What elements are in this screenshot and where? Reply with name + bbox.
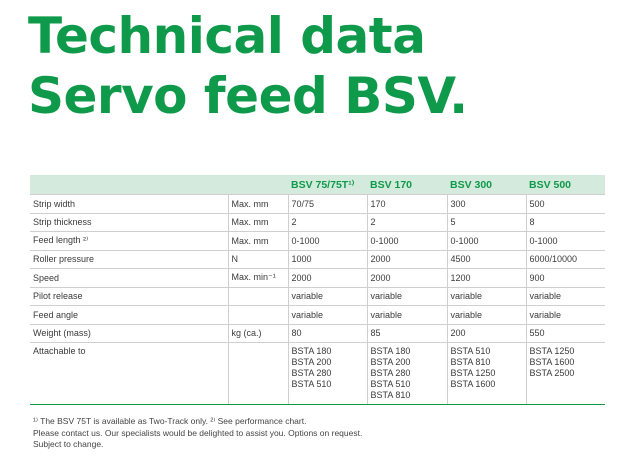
value-cell: 900 xyxy=(526,268,605,287)
value-cell: 70/75 xyxy=(288,194,368,213)
value-cell: variable xyxy=(288,286,368,306)
header-cell: BSV 300 xyxy=(447,175,526,195)
value-cell: BSTA 180 BSTA 200 BSTA 280 BSTA 510 BSTA 810 xyxy=(367,342,448,405)
row-label: Roller pressure xyxy=(30,249,229,269)
row-unit xyxy=(228,305,289,324)
value-cell: 85 xyxy=(367,323,448,343)
attachable-item: BSTA 280 xyxy=(370,368,411,378)
row-label: Strip width xyxy=(30,194,229,213)
row-unit: Max. mm xyxy=(228,231,289,250)
row-unit: N xyxy=(228,249,289,269)
page-title: Technical data Servo feed BSV. xyxy=(28,6,468,126)
value-cell: 550 xyxy=(526,323,605,343)
value-cell: 80 xyxy=(288,323,368,343)
header-cell xyxy=(30,175,228,195)
attachable-item: BSTA 1600 xyxy=(450,379,496,389)
row-label: Strip thickness xyxy=(30,212,229,232)
row-unit xyxy=(228,286,289,306)
row-unit: Max. mm xyxy=(228,194,289,213)
row-unit xyxy=(228,342,289,405)
value-cell: 500 xyxy=(526,194,605,213)
value-cell: 2000 xyxy=(367,268,448,287)
value-cell: 0-1000 xyxy=(447,231,527,250)
footnote-line: ¹⁾ The BSV 75T is available as Two-Track… xyxy=(33,416,307,426)
value-cell: variable xyxy=(367,305,448,324)
value-cell: 6000/10000 xyxy=(526,249,605,269)
value-cell: 0-1000 xyxy=(367,231,448,250)
value-cell: 2000 xyxy=(367,249,448,269)
attachable-item: BSTA 810 xyxy=(370,390,411,400)
value-cell: 0-1000 xyxy=(288,231,368,250)
attachable-item: BSTA 1250 xyxy=(529,346,575,356)
table-header-row: BSV 75/75T¹⁾ BSV 170 BSV 300 BSV 500 xyxy=(30,175,605,195)
value-cell: 2 xyxy=(288,212,368,232)
value-cell: variable xyxy=(447,305,527,324)
table-row: Feed angle variable variable variable variab… xyxy=(30,305,605,324)
table-row: Weight (mass) kg (ca.) 80 85 200 550 xyxy=(30,323,605,343)
attachable-item: BSTA 200 xyxy=(370,357,411,367)
value-cell: 1200 xyxy=(447,268,527,287)
row-unit: Max. min⁻¹ xyxy=(228,268,289,287)
row-unit: kg (ca.) xyxy=(228,323,289,343)
header-cell: BSV 500 xyxy=(526,175,605,195)
value-cell: BSTA 510 BSTA 810 BSTA 1250 BSTA 1600 xyxy=(447,342,527,405)
value-cell: variable xyxy=(526,305,605,324)
attachable-item: BSTA 1250 xyxy=(450,368,496,378)
row-label: Feed length ²⁾ xyxy=(30,231,229,250)
technical-data-table: BSV 75/75T¹⁾ BSV 170 BSV 300 BSV 500 Str… xyxy=(30,175,605,405)
value-cell: variable xyxy=(526,286,605,306)
title-line-1: Technical data xyxy=(28,7,426,65)
table-row: Roller pressure N 1000 2000 4500 6000/10000 xyxy=(30,249,605,269)
row-label: Weight (mass) xyxy=(30,323,229,343)
value-cell: 5 xyxy=(447,212,527,232)
title-line-2: Servo feed BSV. xyxy=(28,67,468,125)
attachable-item: BSTA 180 xyxy=(291,346,332,356)
attachable-item: BSTA 810 xyxy=(450,357,491,367)
value-cell: 2000 xyxy=(288,268,368,287)
value-cell: BSTA 180 BSTA 200 BSTA 280 BSTA 510 xyxy=(288,342,368,405)
attachable-item: BSTA 2500 xyxy=(529,368,575,378)
value-cell: 0-1000 xyxy=(526,231,605,250)
table-row: Attachable to BSTA 180 BSTA 200 BSTA 280 BST… xyxy=(30,342,605,405)
header-cell: BSV 170 xyxy=(367,175,447,195)
attachable-item: BSTA 280 xyxy=(291,368,332,378)
value-cell: 200 xyxy=(447,323,527,343)
table-row: Strip thickness Max. mm 2 2 5 8 xyxy=(30,212,605,232)
value-cell: variable xyxy=(447,286,527,306)
header-cell: BSV 75/75T¹⁾ xyxy=(288,175,367,195)
row-label: Attachable to xyxy=(30,342,229,405)
attachable-item: BSTA 180 xyxy=(370,346,411,356)
table-row: Feed length ²⁾ Max. mm 0-1000 0-1000 0-1000 0… xyxy=(30,231,605,250)
value-cell: 4500 xyxy=(447,249,527,269)
attachable-item: BSTA 510 xyxy=(450,346,491,356)
row-unit: Max. mm xyxy=(228,212,289,232)
header-cell xyxy=(228,175,288,195)
value-cell: 2 xyxy=(367,212,448,232)
value-cell: 300 xyxy=(447,194,527,213)
attachable-item: BSTA 1600 xyxy=(529,357,575,367)
value-cell: variable xyxy=(288,305,368,324)
attachable-item: BSTA 200 xyxy=(291,357,332,367)
footnotes: ¹⁾ The BSV 75T is available as Two-Track… xyxy=(33,416,362,451)
value-cell: variable xyxy=(367,286,448,306)
attachable-item: BSTA 510 xyxy=(291,379,332,389)
table-row: Pilot release variable variable variable var… xyxy=(30,286,605,306)
value-cell: 170 xyxy=(367,194,448,213)
table-row: Speed Max. min⁻¹ 2000 2000 1200 900 xyxy=(30,268,605,287)
row-label: Feed angle xyxy=(30,305,229,324)
attachable-item: BSTA 510 xyxy=(370,379,411,389)
value-cell: 1000 xyxy=(288,249,368,269)
row-label: Speed xyxy=(30,268,229,287)
footnote-line: Please contact us. Our specialists would… xyxy=(33,427,363,438)
value-cell: BSTA 1250 BSTA 1600 BSTA 2500 xyxy=(526,342,605,405)
table-row: Strip width Max. mm 70/75 170 300 500 xyxy=(30,194,605,213)
footnote-line: Subject to change. xyxy=(33,439,104,449)
value-cell: 8 xyxy=(526,212,605,232)
row-label: Pilot release xyxy=(30,286,229,306)
